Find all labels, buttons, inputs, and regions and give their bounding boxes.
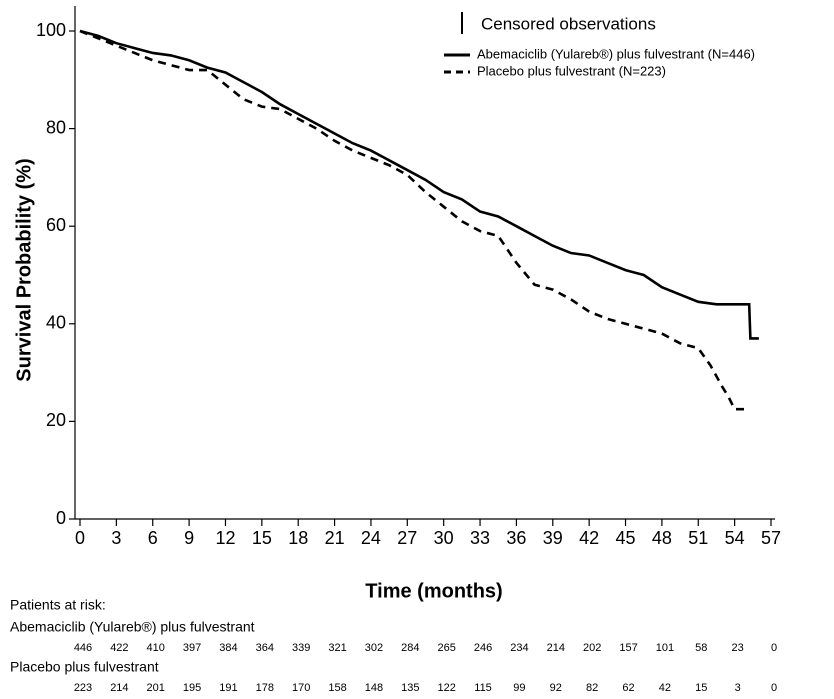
survival-curve — [79, 29, 759, 340]
x-tick-label: 15 — [252, 528, 272, 548]
x-tick-label: 21 — [325, 528, 345, 548]
y-axis-label: Survival Probability (%) — [13, 158, 35, 381]
y-tick-label: 0 — [56, 508, 66, 528]
risk-count: 62 — [622, 682, 634, 694]
risk-count: 158 — [328, 682, 346, 694]
x-tick-label: 12 — [215, 528, 235, 548]
x-tick-label: 18 — [288, 528, 308, 548]
y-tick-label: 80 — [46, 117, 66, 137]
risk-row-name: Abemaciclib (Yulareb®) plus fulvestrant — [10, 619, 255, 635]
risk-row-name: Placebo plus fulvestrant — [10, 659, 159, 675]
censor-legend-label: Censored observations — [481, 14, 656, 33]
x-tick-label: 0 — [75, 528, 85, 548]
x-tick-label: 45 — [616, 528, 636, 548]
x-tick-label: 24 — [361, 528, 381, 548]
risk-table-title: Patients at risk: — [10, 597, 106, 613]
risk-count: 214 — [547, 642, 565, 654]
risk-count: 42 — [659, 682, 671, 694]
risk-count: 364 — [256, 642, 274, 654]
survival-curve — [79, 29, 747, 411]
legend-label: Placebo plus fulvestrant (N=223) — [477, 63, 666, 78]
legend-label: Abemaciclib (Yulareb®) plus fulvestrant … — [477, 46, 755, 61]
x-tick-label: 36 — [506, 528, 526, 548]
x-tick-label: 54 — [725, 528, 745, 548]
risk-count: 115 — [474, 682, 492, 694]
risk-count: 384 — [219, 642, 237, 654]
risk-count: 410 — [147, 642, 165, 654]
x-tick-label: 48 — [652, 528, 672, 548]
x-tick-label: 51 — [688, 528, 708, 548]
risk-count: 223 — [74, 682, 92, 694]
risk-count: 170 — [292, 682, 310, 694]
x-axis-label: Time (months) — [365, 580, 502, 602]
y-tick-label: 60 — [46, 215, 66, 235]
risk-count: 99 — [513, 682, 525, 694]
x-tick-label: 9 — [184, 528, 194, 548]
risk-count: 302 — [365, 642, 383, 654]
risk-count: 265 — [438, 642, 456, 654]
risk-count: 101 — [656, 642, 674, 654]
x-tick-label: 6 — [148, 528, 158, 548]
x-tick-label: 3 — [111, 528, 121, 548]
risk-count: 58 — [695, 642, 707, 654]
risk-count: 3 — [735, 682, 741, 694]
risk-count: 157 — [619, 642, 637, 654]
risk-count: 23 — [732, 642, 744, 654]
risk-count: 195 — [183, 682, 201, 694]
risk-count: 214 — [110, 682, 128, 694]
x-tick-label: 33 — [470, 528, 490, 548]
risk-count: 321 — [328, 642, 346, 654]
risk-count: 234 — [510, 642, 528, 654]
risk-count: 15 — [695, 682, 707, 694]
x-tick-label: 27 — [397, 528, 417, 548]
x-tick-label: 57 — [761, 528, 781, 548]
risk-count: 92 — [550, 682, 562, 694]
risk-count: 0 — [771, 642, 777, 654]
risk-count: 135 — [401, 682, 419, 694]
y-tick-label: 20 — [46, 410, 66, 430]
x-tick-label: 30 — [434, 528, 454, 548]
risk-count: 339 — [292, 642, 310, 654]
y-tick-label: 40 — [46, 313, 66, 333]
risk-count: 122 — [438, 682, 456, 694]
risk-count: 202 — [583, 642, 601, 654]
risk-count: 82 — [586, 682, 598, 694]
risk-count: 446 — [74, 642, 92, 654]
risk-count: 397 — [183, 642, 201, 654]
risk-count: 191 — [219, 682, 237, 694]
y-tick-label: 100 — [36, 20, 66, 40]
risk-count: 148 — [365, 682, 383, 694]
risk-count: 201 — [147, 682, 165, 694]
risk-count: 0 — [771, 682, 777, 694]
risk-count: 178 — [256, 682, 274, 694]
risk-count: 284 — [401, 642, 419, 654]
x-tick-label: 39 — [543, 528, 563, 548]
risk-count: 422 — [110, 642, 128, 654]
risk-count: 246 — [474, 642, 492, 654]
x-tick-label: 42 — [579, 528, 599, 548]
